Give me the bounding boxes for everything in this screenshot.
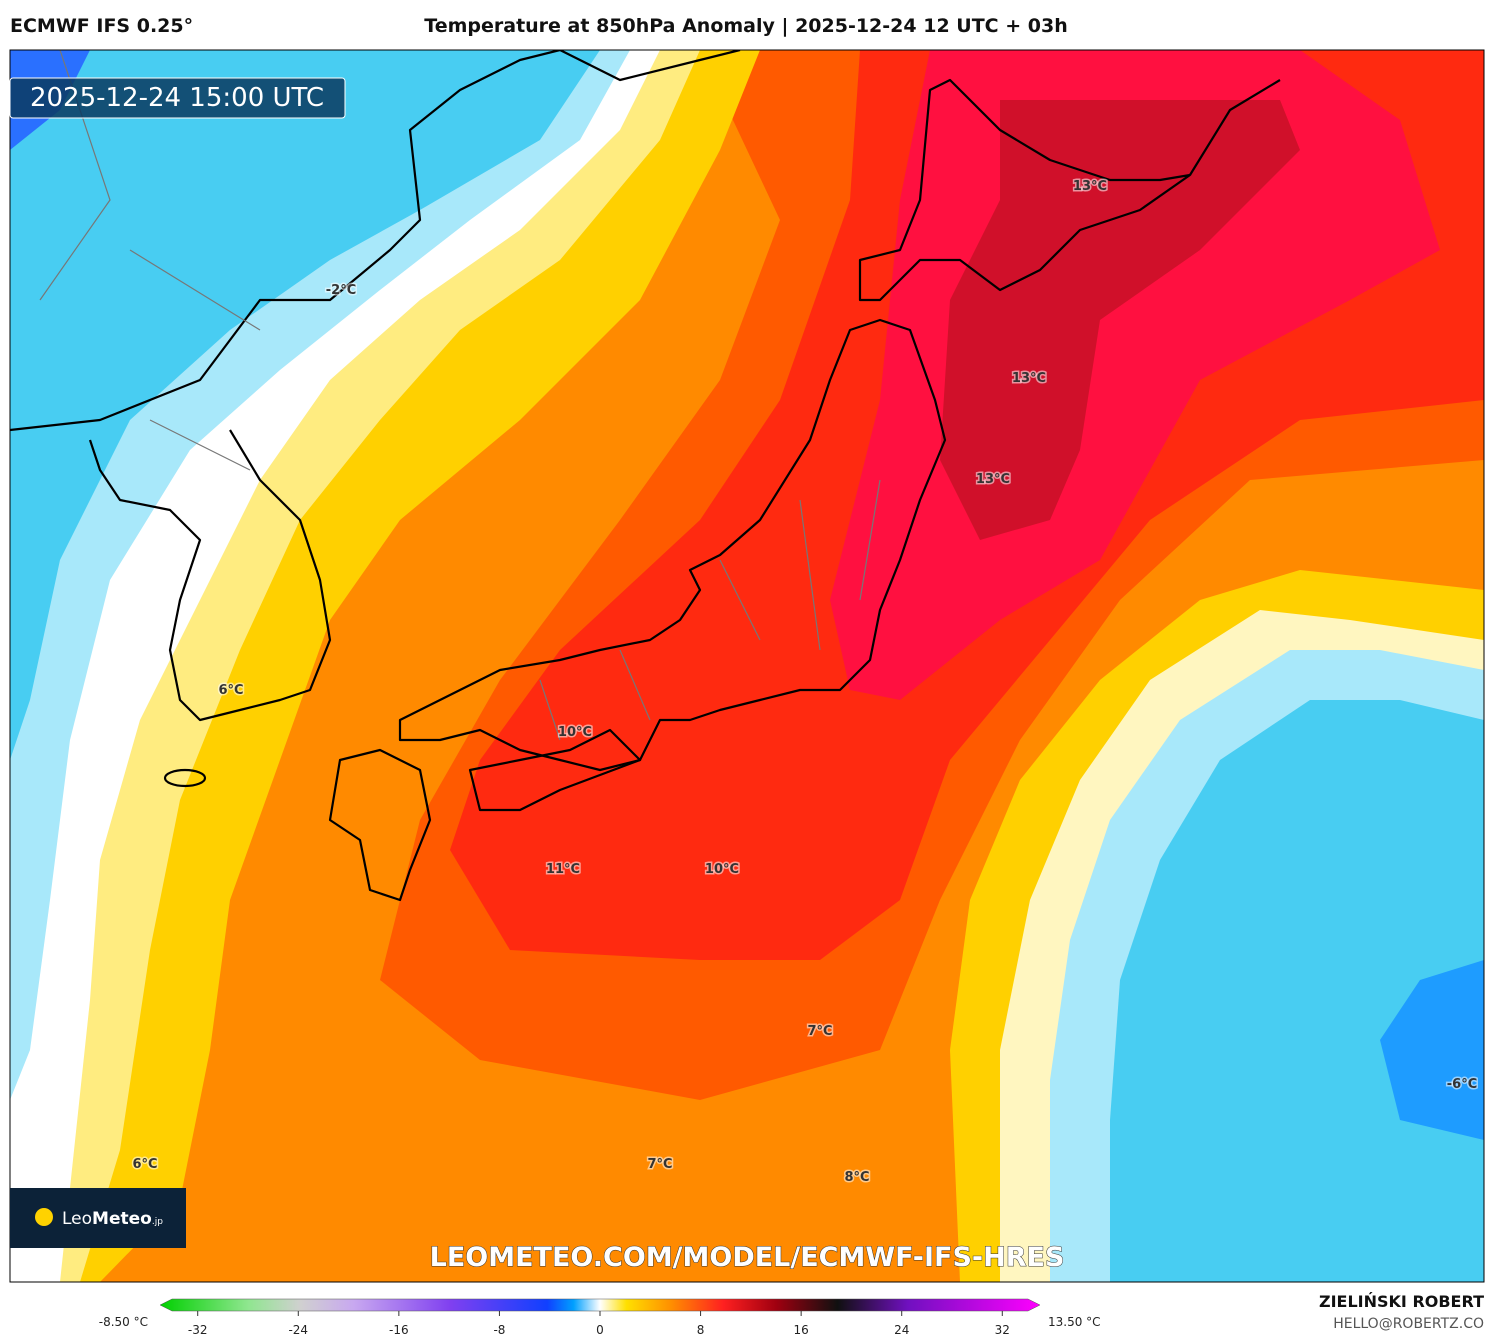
coastline (10, 50, 561, 722)
colorbar-tick-label: -32 (188, 1323, 208, 1337)
coastline (559, 50, 1281, 176)
field (10, 50, 600, 760)
borders (39, 50, 881, 741)
timestamp: 2025-12-24 15:00 UTC (30, 83, 324, 113)
contour-label: -2°C (326, 283, 356, 298)
colorbar-tick-label: 8 (697, 1323, 705, 1337)
contour-label: -6°C (1447, 1077, 1477, 1092)
colorbar-tick-label: 16 (794, 1323, 809, 1337)
colorbar-tick-label: -24 (288, 1323, 308, 1337)
contour-label: 6°C (218, 683, 243, 698)
map (10, 50, 1484, 1282)
logo-text: LeoMeteo.jp (62, 1209, 163, 1229)
contour-label: 6°C (132, 1157, 157, 1172)
colorbar-tick-label: 32 (995, 1323, 1010, 1337)
colorbar-tick-label: -8 (493, 1323, 505, 1337)
colorbar-tick-label: 24 (894, 1323, 909, 1337)
email: HELLO@ROBERTZ.CO (1333, 1316, 1484, 1332)
colorbar (159, 1298, 1041, 1312)
colorbar-tick-label: -16 (389, 1323, 409, 1337)
watermark: LEOMETEO.COM/MODEL/ECMWF-IFS-HRES (430, 1242, 1065, 1273)
map-title: Temperature at 850hPa Anomaly | 2025-12-… (424, 15, 1067, 37)
contour-label: 10°C (558, 725, 592, 740)
model-name: ECMWF IFS 0.25° (10, 15, 193, 37)
contour-label: 7°C (647, 1157, 672, 1172)
coastline (328, 748, 432, 902)
map-frame (9, 49, 1485, 1283)
contour-label: 7°C (807, 1024, 832, 1039)
contour-label: 13°C (1012, 371, 1046, 386)
island (163, 768, 207, 788)
contour-label: 10°C (705, 862, 739, 877)
timestamp-box (9, 77, 346, 119)
coastline (398, 318, 947, 772)
colorbar-max: 13.50 °C (1048, 1315, 1101, 1329)
contour-label: 11°C (546, 862, 580, 877)
field (940, 100, 1300, 540)
contour-label: 13°C (1073, 179, 1107, 194)
field (1110, 700, 1484, 1282)
colorbar-tick-label: 0 (596, 1323, 604, 1337)
coastline (468, 728, 642, 812)
author: ZIELIŃSKI ROBERT (1319, 1292, 1484, 1311)
field (1380, 960, 1484, 1140)
contour-label: 8°C (844, 1170, 869, 1185)
colorbar-min: -8.50 °C (99, 1315, 148, 1329)
contour-label: 13°C (976, 472, 1010, 487)
logo-sun (35, 1208, 53, 1226)
